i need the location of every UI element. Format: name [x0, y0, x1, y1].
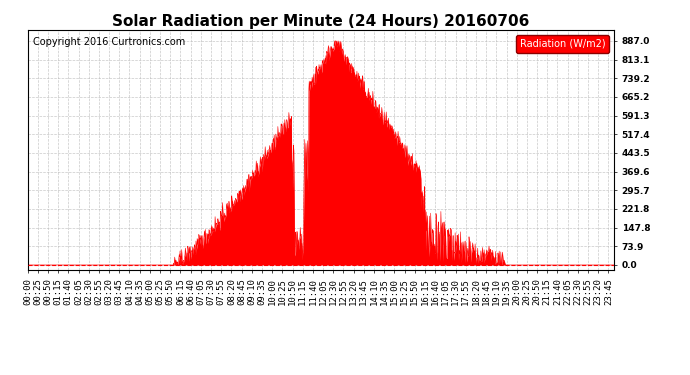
- Text: Copyright 2016 Curtronics.com: Copyright 2016 Curtronics.com: [34, 37, 186, 47]
- Title: Solar Radiation per Minute (24 Hours) 20160706: Solar Radiation per Minute (24 Hours) 20…: [112, 14, 529, 29]
- Legend: Radiation (W/m2): Radiation (W/m2): [516, 35, 609, 52]
